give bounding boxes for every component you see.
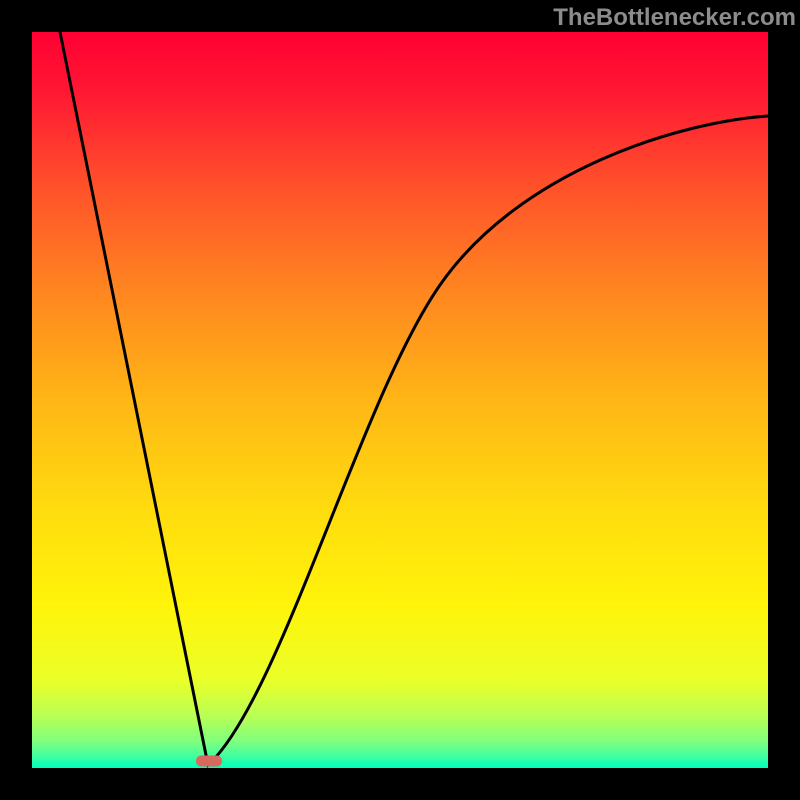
optimum-marker	[196, 756, 222, 767]
plot-background	[32, 32, 768, 768]
chart-svg	[0, 0, 800, 800]
watermark-text: TheBottlenecker.com	[553, 4, 796, 32]
